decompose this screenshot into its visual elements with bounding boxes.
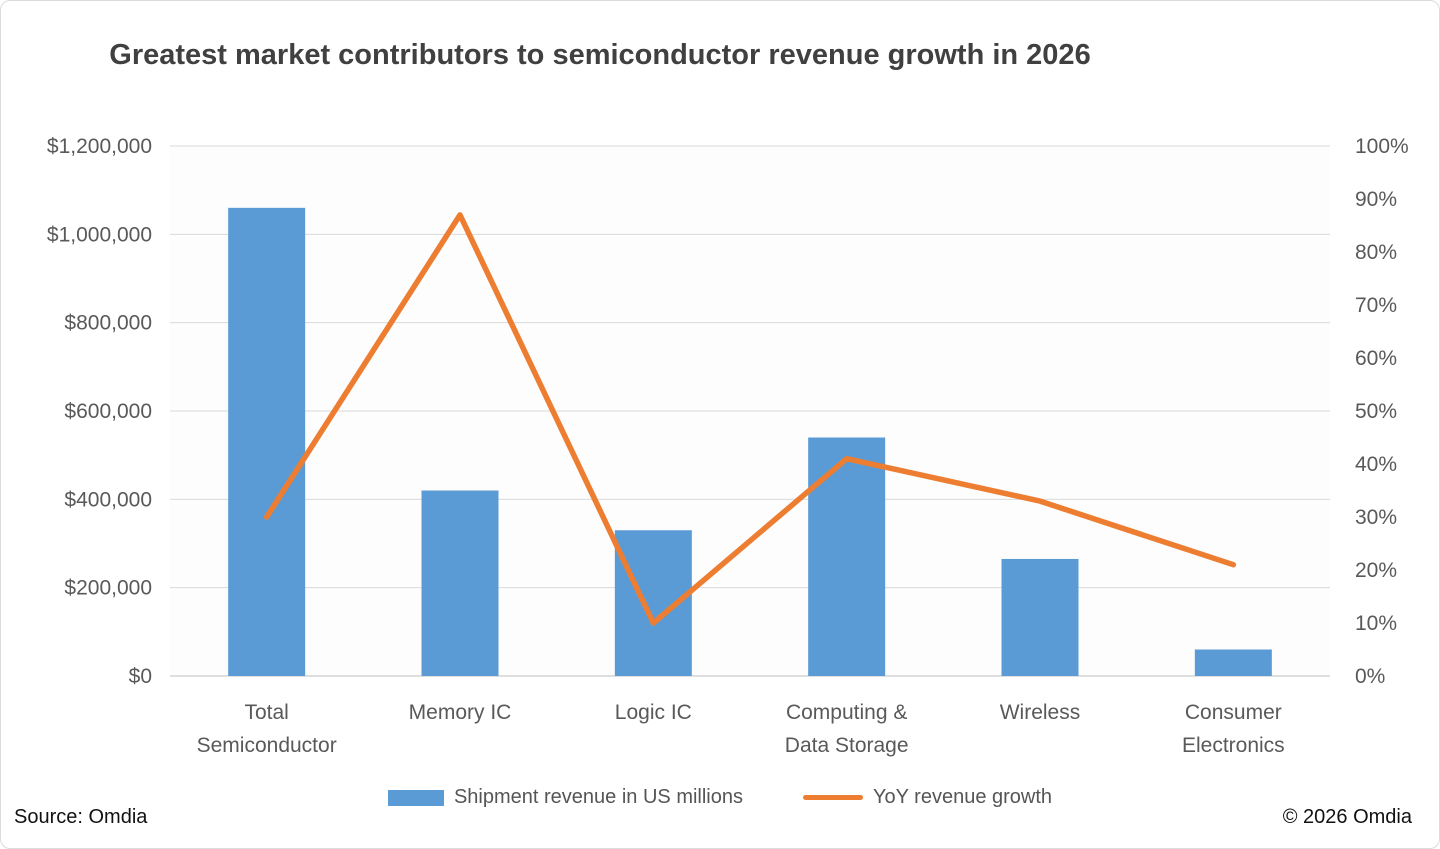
yoy-growth-line xyxy=(263,212,1237,626)
right-axis-tick-label: 90% xyxy=(1355,188,1397,211)
category-label-4: Wireless xyxy=(1000,701,1081,724)
right-axis-tick-label: 20% xyxy=(1355,559,1397,582)
right-axis-tick-label: 60% xyxy=(1355,347,1397,370)
legend-label-shipment-revenue: Shipment revenue in US millions xyxy=(453,786,743,808)
category-label-1: Memory IC xyxy=(409,701,512,724)
legend-item-shipment-revenue: Shipment revenue in US millions xyxy=(387,786,743,809)
left-axis-tick-label: $200,000 xyxy=(64,577,152,600)
right-axis-tick-label: 30% xyxy=(1355,506,1397,529)
right-axis-tick-label: 0% xyxy=(1355,665,1385,688)
left-axis-tick-label: $600,000 xyxy=(64,400,152,423)
right-axis-tick-label: 10% xyxy=(1355,612,1397,635)
chart-title: Greatest market contributors to semicond… xyxy=(109,39,1091,71)
legend-item-yoy-growth: YoY revenue growth xyxy=(803,786,1052,809)
chart-legend: Shipment revenue in US millions YoY reve… xyxy=(0,786,1440,809)
right-axis-tick-label: 100% xyxy=(1355,135,1409,158)
legend-line-swatch-icon xyxy=(803,795,863,800)
category-label-3: Computing & xyxy=(786,701,907,724)
right-axis-tick-label: 50% xyxy=(1355,400,1397,423)
right-axis-tick-label: 40% xyxy=(1355,453,1397,476)
source-attribution: Source: Omdia xyxy=(14,806,148,828)
bar-0 xyxy=(228,207,306,676)
bar-1 xyxy=(421,490,499,676)
category-label-3: Data Storage xyxy=(785,734,909,757)
left-axis-tick-label: $800,000 xyxy=(64,312,152,335)
revenue-growth-chart: $0 $200,000 $400,000 $600,000 $800,000 $1,000… xyxy=(47,135,1409,757)
category-label-2: Logic IC xyxy=(615,701,692,724)
legend-bar-swatch-icon xyxy=(387,789,444,806)
left-axis-tick-label: $1,000,000 xyxy=(47,223,152,246)
category-label-0: Semiconductor xyxy=(197,734,337,757)
bar-3 xyxy=(808,437,886,676)
left-axis-tick-label: $0 xyxy=(129,665,152,688)
bar-5 xyxy=(1194,649,1272,676)
bar-4 xyxy=(1001,558,1079,676)
right-axis-tick-label: 80% xyxy=(1355,241,1397,264)
left-axis-tick-label: $1,200,000 xyxy=(47,135,152,158)
category-label-0: Total xyxy=(244,701,288,724)
left-axis-tick-label: $400,000 xyxy=(64,488,152,511)
category-label-5: Consumer xyxy=(1185,701,1282,724)
right-axis-tick-label: 70% xyxy=(1355,294,1397,317)
copyright-notice: © 2026 Omdia xyxy=(1282,806,1412,828)
legend-label-yoy-growth: YoY revenue growth xyxy=(873,786,1053,808)
category-label-5: Electronics xyxy=(1182,734,1285,757)
